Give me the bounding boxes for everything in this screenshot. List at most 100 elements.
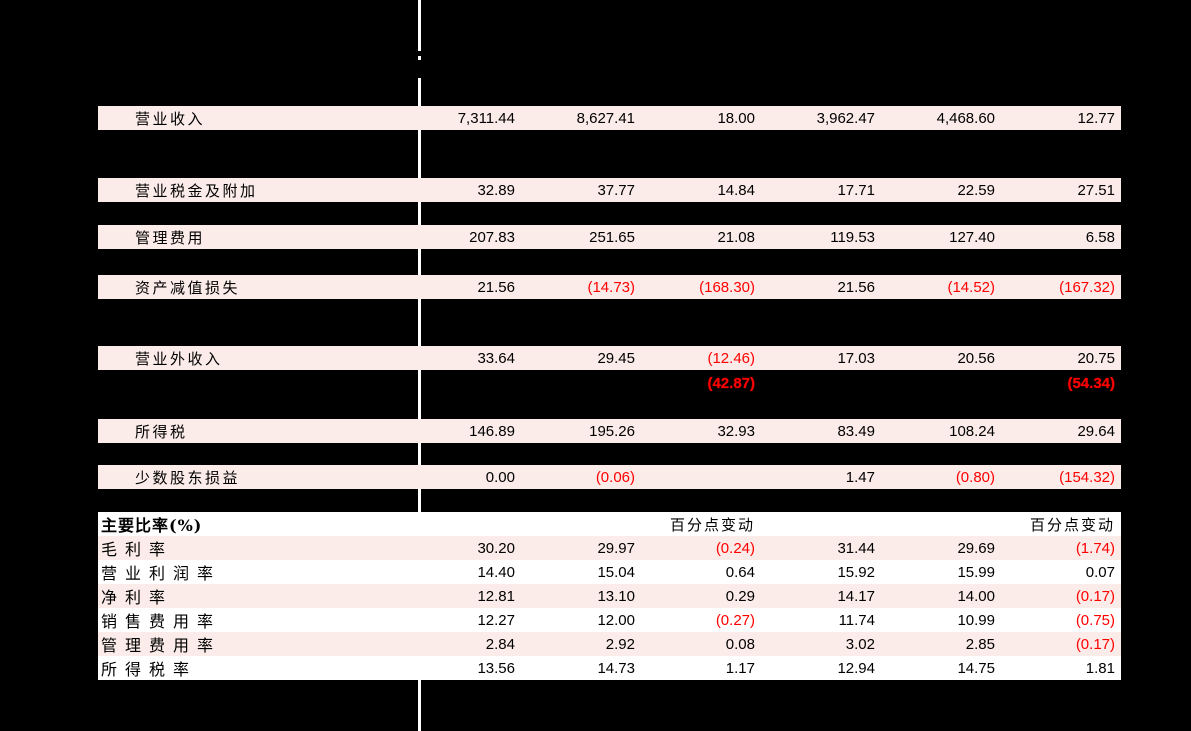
cell-value: 2.84 xyxy=(485,635,515,653)
clipped-title-glyph-fragment xyxy=(416,60,425,78)
cell-value: 15.04 xyxy=(597,563,635,581)
cell-value: 3.02 xyxy=(845,635,875,653)
cell-value: 10.99 xyxy=(957,611,995,629)
row-admin-expense-ratio: 管理费用率 2.84 2.92 0.08 3.02 2.85 (0.17) xyxy=(98,632,1121,656)
cell-value: 83.49 xyxy=(837,422,875,440)
cell-value: 7,311.44 xyxy=(457,109,515,127)
cell-value: 20.75 xyxy=(1077,349,1115,367)
row-label: 营业利润率 xyxy=(101,564,222,583)
cell-value: 6.58 xyxy=(1085,228,1115,246)
row-label: 少数股东损益 xyxy=(135,468,241,487)
row-operating-margin: 营业利润率 14.40 15.04 0.64 15.92 15.99 0.07 xyxy=(98,560,1121,584)
cell-value: 127.40 xyxy=(949,228,995,246)
row-income-tax: 所得税 146.89 195.26 32.93 83.49 108.24 29.… xyxy=(98,419,1121,443)
row-operating-revenue: 营业收入 7,311.44 8,627.41 18.00 3,962.47 4,… xyxy=(98,106,1121,130)
cell-value: 119.53 xyxy=(830,228,875,246)
cell-value: 21.56 xyxy=(477,278,515,296)
cell-value: 14.17 xyxy=(837,587,875,605)
ratios-header-row: 主要比率(%) 百分点变动 百分点变动 xyxy=(98,512,1121,536)
row-non-operating-income: 营业外收入 33.64 29.45 (12.46) 17.03 20.56 20… xyxy=(98,346,1121,370)
row-label: 毛利率 xyxy=(101,540,174,559)
row-asset-impairment-loss: 资产减值损失 21.56 (14.73) (168.30) 21.56 (14.… xyxy=(98,275,1121,299)
row-income-tax-ratio: 所得税率 13.56 14.73 1.17 12.94 14.75 1.81 xyxy=(98,656,1121,680)
cell-value: 207.83 xyxy=(469,228,515,246)
row-business-tax-and-surcharges: 营业税金及附加 32.89 37.77 14.84 17.71 22.59 27… xyxy=(98,178,1121,202)
cell-value: (0.24) xyxy=(715,539,755,557)
cell-value: 14.00 xyxy=(957,587,995,605)
cell-value: 15.92 xyxy=(837,563,875,581)
section-title: 主要比率(%) xyxy=(101,516,203,535)
cell-value: (0.06) xyxy=(595,468,635,486)
cell-value: (167.32) xyxy=(1059,278,1115,296)
row-label: 营业收入 xyxy=(135,109,206,128)
cell-value: (14.52) xyxy=(947,278,995,296)
cell-value: (42.87) xyxy=(707,374,755,392)
row-gross-margin: 毛利率 30.20 29.97 (0.24) 31.44 29.69 (1.74… xyxy=(98,536,1121,560)
cell-value: (12.46) xyxy=(707,349,755,367)
cell-value: 22.59 xyxy=(957,181,995,199)
cell-value: 2.92 xyxy=(605,635,635,653)
column-header-change: 百分点变动 xyxy=(669,515,755,534)
row-net-margin: 净利率 12.81 13.10 0.29 14.17 14.00 (0.17) xyxy=(98,584,1121,608)
cell-value: 14.73 xyxy=(597,659,635,677)
row-minority-interest: 少数股东损益 0.00 (0.06) 1.47 (0.80) (154.32) xyxy=(98,465,1121,489)
cell-value: 27.51 xyxy=(1077,181,1115,199)
cell-value: 21.08 xyxy=(717,228,755,246)
row-label: 管理费用 xyxy=(135,228,206,247)
cell-value: (0.17) xyxy=(1075,587,1115,605)
cell-value: 12.94 xyxy=(837,659,875,677)
cell-value: 13.56 xyxy=(477,659,515,677)
cell-value: 11.74 xyxy=(838,611,875,629)
cell-value: 12.27 xyxy=(477,611,515,629)
cell-value: (14.73) xyxy=(587,278,635,296)
cell-value: 108.24 xyxy=(949,422,995,440)
cell-value: 14.40 xyxy=(477,563,515,581)
cell-value: 13.10 xyxy=(597,587,635,605)
cell-value: 14.84 xyxy=(717,181,755,199)
cell-value: 1.47 xyxy=(845,468,875,486)
clipped-title-glyph-fragment xyxy=(416,51,424,56)
row-label: 营业税金及附加 xyxy=(135,181,258,200)
cell-value: (54.34) xyxy=(1067,374,1115,392)
cell-value: 33.64 xyxy=(477,349,515,367)
cell-value: (1.74) xyxy=(1075,539,1115,557)
cell-value: 0.07 xyxy=(1085,563,1115,581)
cell-value: (154.32) xyxy=(1059,468,1115,486)
key-ratios-section: 主要比率(%) 百分点变动 百分点变动 毛利率 30.20 29.97 (0.2… xyxy=(98,512,1121,680)
cell-value: 15.99 xyxy=(957,563,995,581)
cell-value: 2.85 xyxy=(965,635,995,653)
cell-value: 0.29 xyxy=(725,587,755,605)
cell-value: 4,468.60 xyxy=(936,109,995,127)
cell-value: 1.17 xyxy=(725,659,755,677)
cell-value: 195.26 xyxy=(589,422,635,440)
cell-value: 12.00 xyxy=(597,611,635,629)
cell-value: 29.97 xyxy=(597,539,635,557)
cell-value: 0.00 xyxy=(485,468,515,486)
cell-value: (0.75) xyxy=(1075,611,1115,629)
cell-value: 29.64 xyxy=(1077,422,1115,440)
cell-value: 18.00 xyxy=(717,109,755,127)
cell-value: 30.20 xyxy=(477,539,515,557)
cell-value: 32.93 xyxy=(717,422,755,440)
cell-value: 12.81 xyxy=(477,587,515,605)
cell-value: (168.30) xyxy=(699,278,755,296)
cell-value: 20.56 xyxy=(957,349,995,367)
cell-value: (0.27) xyxy=(715,611,755,629)
row-label: 所得税率 xyxy=(101,660,198,679)
cell-value: 8,627.41 xyxy=(576,109,635,127)
cell-value: 32.89 xyxy=(477,181,515,199)
row-label: 净利率 xyxy=(101,588,174,607)
row-label: 销售费用率 xyxy=(101,612,222,631)
cell-value: (0.80) xyxy=(955,468,995,486)
row-label: 所得税 xyxy=(135,422,188,441)
cell-value: 3,962.47 xyxy=(816,109,875,127)
cell-value: 31.44 xyxy=(837,539,875,557)
cell-value: 0.08 xyxy=(725,635,755,653)
cell-value: 14.75 xyxy=(957,659,995,677)
cell-value: 0.64 xyxy=(725,563,755,581)
row-label: 营业外收入 xyxy=(135,349,223,368)
cell-value: 17.71 xyxy=(837,181,875,199)
cell-value: 29.45 xyxy=(597,349,635,367)
cell-value: 146.89 xyxy=(469,422,515,440)
